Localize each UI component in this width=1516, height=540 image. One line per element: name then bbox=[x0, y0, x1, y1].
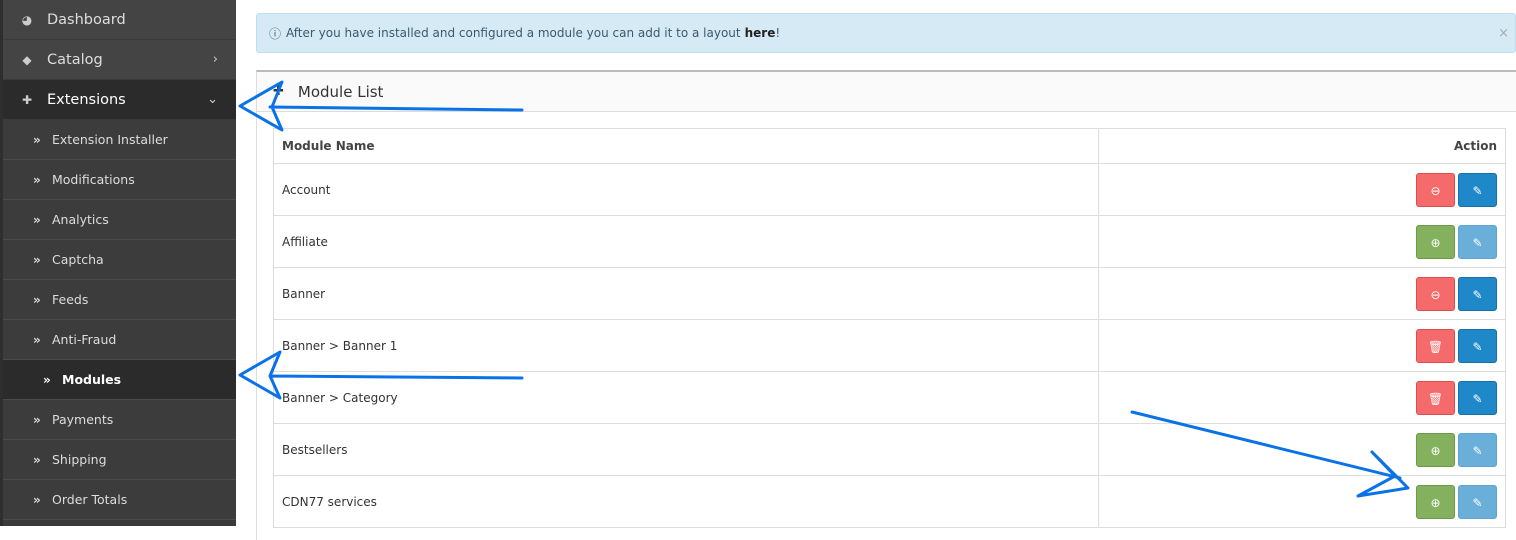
module-name: Banner bbox=[273, 267, 1099, 320]
menu-extensions[interactable]: ✚ Extensions ⌄ bbox=[3, 80, 236, 120]
uninstall-button[interactable]: ⊖ bbox=[1416, 276, 1455, 311]
panel-title: Module List bbox=[297, 82, 384, 101]
edit-button[interactable]: ✎ bbox=[1458, 380, 1497, 415]
trash-icon: 🗑 bbox=[1427, 391, 1444, 406]
submenu-order-totals[interactable]: » Order Totals bbox=[3, 480, 236, 520]
edit-button[interactable]: ✎ bbox=[1458, 484, 1497, 519]
here-link[interactable]: here bbox=[744, 26, 776, 40]
info-alert: ⓘ After you have installed and configure… bbox=[256, 13, 1516, 53]
delete-button[interactable]: 🗑 bbox=[1416, 328, 1455, 363]
table-row: Banner ⊖ ✎ bbox=[273, 267, 1506, 320]
pencil-icon: ✎ bbox=[1472, 443, 1483, 458]
submenu-analytics[interactable]: » Analytics bbox=[3, 200, 236, 240]
module-list-panel: ✚ Module List Module Name Action Account ⊖ ✎… bbox=[256, 70, 1516, 540]
pencil-icon: ✎ bbox=[1472, 495, 1483, 510]
action-cell: ⊖ ✎ bbox=[1098, 163, 1506, 216]
edit-button[interactable]: ✎ bbox=[1458, 432, 1497, 467]
module-name: Bestsellers bbox=[273, 423, 1099, 476]
module-name: CDN77 services bbox=[273, 475, 1099, 528]
action-cell: 🗑 ✎ bbox=[1098, 319, 1506, 372]
install-button[interactable]: ⊕ bbox=[1416, 432, 1455, 467]
submenu-modifications[interactable]: » Modifications bbox=[3, 160, 236, 200]
double-chevron-right-icon: » bbox=[33, 172, 41, 187]
edit-button[interactable]: ✎ bbox=[1458, 328, 1497, 363]
pencil-icon: ✎ bbox=[1472, 339, 1483, 354]
submenu-feeds[interactable]: » Feeds bbox=[3, 280, 236, 320]
double-chevron-right-icon: » bbox=[33, 132, 41, 147]
minus-circle-icon: ⊖ bbox=[1430, 287, 1441, 302]
module-name: Account bbox=[273, 163, 1099, 216]
action-cell: ⊕ ✎ bbox=[1098, 423, 1506, 476]
submenu-shipping[interactable]: » Shipping bbox=[3, 440, 236, 480]
double-chevron-right-icon: » bbox=[33, 252, 41, 267]
module-name: Affiliate bbox=[273, 215, 1099, 268]
plus-circle-icon: ⊕ bbox=[1430, 235, 1441, 250]
menu-catalog[interactable]: ◆ Catalog › bbox=[3, 40, 236, 80]
header-module-name: Module Name bbox=[273, 128, 1099, 164]
menu-dashboard[interactable]: ◕ Dashboard bbox=[3, 0, 236, 40]
table-row: Banner > Banner 1 🗑 ✎ bbox=[273, 319, 1506, 372]
pencil-icon: ✎ bbox=[1472, 183, 1483, 198]
pencil-icon: ✎ bbox=[1472, 235, 1483, 250]
pencil-icon: ✎ bbox=[1472, 287, 1483, 302]
double-chevron-right-icon: » bbox=[33, 212, 41, 227]
table-row: CDN77 services ⊕ ✎ bbox=[273, 475, 1506, 528]
double-chevron-right-icon: » bbox=[33, 492, 41, 507]
module-table: Module Name Action Account ⊖ ✎ Affiliate ⊕ ✎ Ba… bbox=[273, 128, 1506, 528]
table-row: Banner > Category 🗑 ✎ bbox=[273, 371, 1506, 424]
plus-circle-icon: ⊕ bbox=[1430, 495, 1441, 510]
double-chevron-right-icon: » bbox=[33, 452, 41, 467]
minus-circle-icon: ⊖ bbox=[1430, 183, 1441, 198]
double-chevron-right-icon: » bbox=[33, 332, 41, 347]
sidebar: ◕ Dashboard ◆ Catalog › ✚ Extensions ⌄ » Exten… bbox=[0, 0, 236, 526]
uninstall-button[interactable]: ⊖ bbox=[1416, 172, 1455, 207]
edit-button[interactable]: ✎ bbox=[1458, 224, 1497, 259]
double-chevron-right-icon: » bbox=[43, 372, 51, 387]
double-chevron-right-icon: » bbox=[33, 412, 41, 427]
install-button[interactable]: ⊕ bbox=[1416, 484, 1455, 519]
chevron-right-icon: › bbox=[212, 52, 218, 67]
plus-circle-icon: ⊕ bbox=[1430, 443, 1441, 458]
table-row: Affiliate ⊕ ✎ bbox=[273, 215, 1506, 268]
trash-icon: 🗑 bbox=[1427, 339, 1444, 354]
table-row: Bestsellers ⊕ ✎ bbox=[273, 423, 1506, 476]
module-name: Banner > Banner 1 bbox=[273, 319, 1099, 372]
double-chevron-right-icon: » bbox=[33, 292, 41, 307]
header-action: Action bbox=[1098, 128, 1506, 164]
puzzle-icon: ✚ bbox=[273, 84, 284, 99]
action-cell: ⊕ ✎ bbox=[1098, 475, 1506, 528]
delete-button[interactable]: 🗑 bbox=[1416, 380, 1455, 415]
puzzle-icon: ✚ bbox=[21, 92, 33, 107]
info-icon: ⓘ bbox=[269, 26, 282, 41]
edit-button[interactable]: ✎ bbox=[1458, 172, 1497, 207]
pencil-icon: ✎ bbox=[1472, 391, 1483, 406]
edit-button[interactable]: ✎ bbox=[1458, 276, 1497, 311]
module-name: Banner > Category bbox=[273, 371, 1099, 424]
close-icon[interactable]: × bbox=[1498, 25, 1509, 41]
submenu-extension-installer[interactable]: » Extension Installer bbox=[3, 120, 236, 160]
action-cell: 🗑 ✎ bbox=[1098, 371, 1506, 424]
chevron-down-icon: ⌄ bbox=[207, 92, 218, 107]
install-button[interactable]: ⊕ bbox=[1416, 224, 1455, 259]
action-cell: ⊕ ✎ bbox=[1098, 215, 1506, 268]
submenu-payments[interactable]: » Payments bbox=[3, 400, 236, 440]
tags-icon: ◆ bbox=[22, 52, 32, 67]
submenu-anti-fraud[interactable]: » Anti-Fraud bbox=[3, 320, 236, 360]
dashboard-icon: ◕ bbox=[21, 12, 33, 27]
action-cell: ⊖ ✎ bbox=[1098, 267, 1506, 320]
table-row: Account ⊖ ✎ bbox=[273, 163, 1506, 216]
submenu-captcha[interactable]: » Captcha bbox=[3, 240, 236, 280]
submenu-modules[interactable]: » Modules bbox=[3, 360, 236, 400]
